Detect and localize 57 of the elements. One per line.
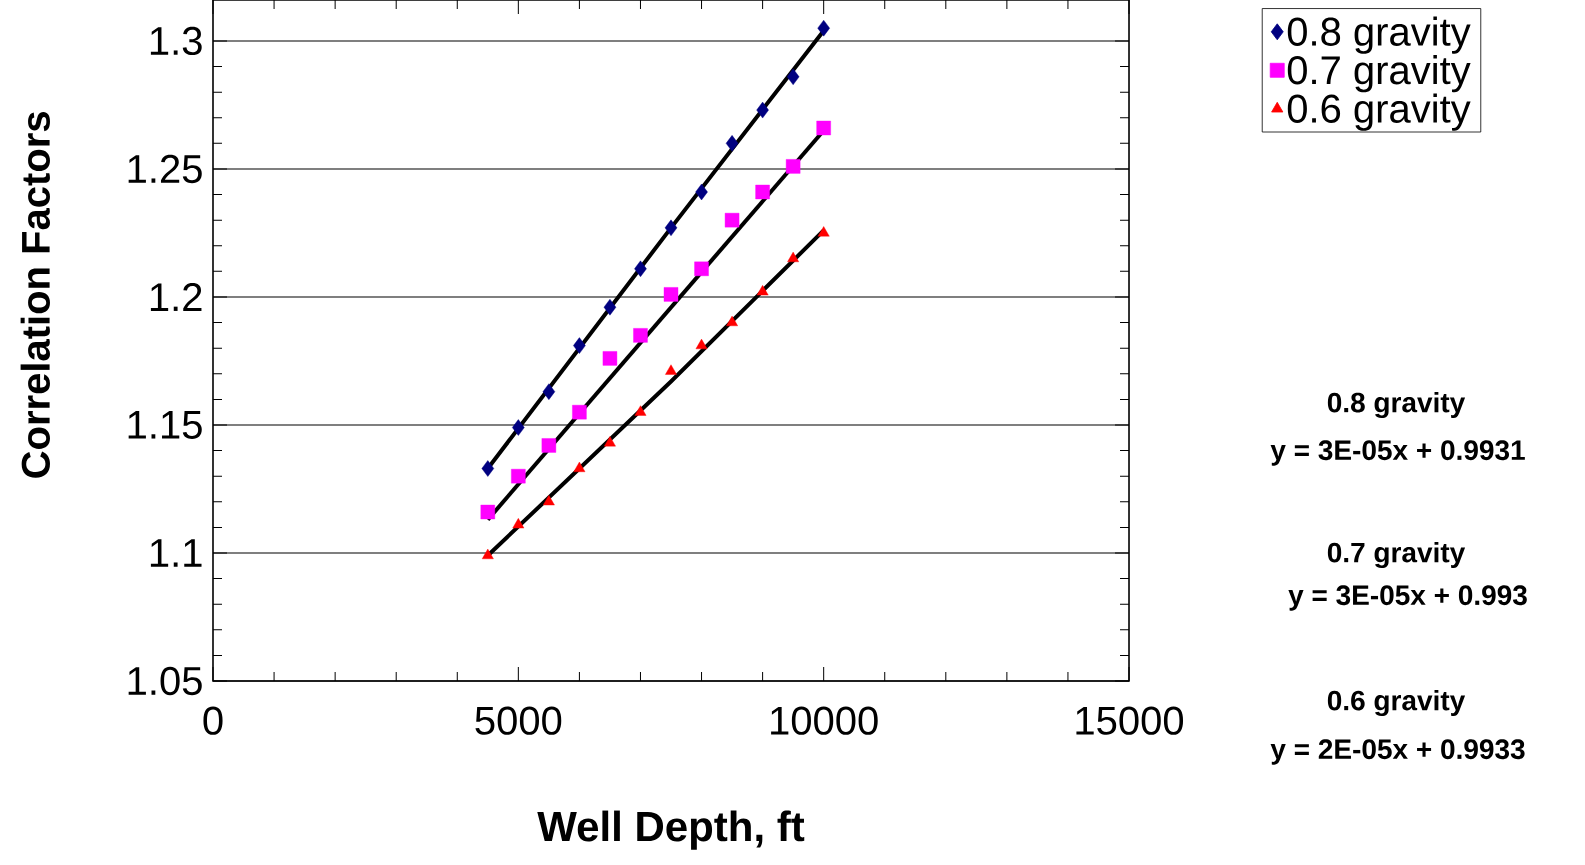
x-tick-label: 15000: [1076, 706, 1184, 735]
point: [725, 135, 739, 152]
point: [726, 315, 738, 327]
point: [786, 68, 800, 85]
point: [695, 338, 708, 350]
point: [481, 460, 494, 477]
y-tick-label: 1.1: [150, 539, 202, 567]
y-tick-label: 1.05: [128, 666, 202, 696]
point: [603, 299, 617, 316]
point: [573, 337, 586, 354]
point: [634, 405, 647, 416]
y-tick-label: 1.15: [128, 411, 202, 439]
point: [572, 404, 587, 420]
point: [755, 184, 770, 200]
point: [787, 251, 799, 263]
text: y = 3E-05x + 0.9931: [1270, 440, 1525, 466]
point: [816, 120, 831, 136]
point: [511, 468, 526, 484]
legend-label: 0.8 gravity: [1287, 16, 1471, 54]
text: y = 2E-05x + 0.9933: [1270, 739, 1525, 765]
point: [817, 226, 830, 237]
point: [663, 287, 679, 302]
point: [634, 260, 647, 278]
point: [604, 436, 616, 447]
text: 0.6 gravity: [1327, 689, 1466, 717]
point: [633, 328, 648, 343]
point: [756, 101, 769, 119]
point: [573, 461, 586, 472]
text: 0.7 gravity: [1327, 541, 1466, 569]
point: [543, 495, 555, 506]
text: y = 3E-05x + 0.993: [1288, 585, 1527, 611]
point: [694, 261, 709, 277]
point: [785, 159, 801, 174]
point: [817, 19, 830, 37]
x-tick-label: 5000: [475, 706, 562, 735]
x-tick-label: 10000: [771, 706, 878, 735]
point: [724, 212, 740, 228]
x-tick-label: 0: [203, 706, 223, 735]
point: [664, 219, 678, 237]
point: [512, 419, 525, 436]
y-tick-label: 1.25: [128, 154, 202, 184]
x-axis-title: Well Depth, ft: [537, 810, 805, 850]
point: [512, 518, 525, 529]
point: [481, 548, 494, 559]
point: [695, 183, 708, 201]
point: [480, 504, 495, 520]
point: [756, 285, 769, 296]
y-tick-label: 1.2: [150, 283, 202, 311]
point: [665, 364, 677, 375]
y-axis-title: Correlation Factors: [20, 112, 50, 478]
text: 0.8 gravity: [1327, 391, 1466, 419]
point: [602, 351, 618, 366]
legend-label: 0.7 gravity: [1287, 55, 1471, 93]
point: [541, 438, 557, 453]
legend-label: 0.6 gravity: [1287, 93, 1471, 131]
point: [542, 383, 556, 400]
y-tick-label: 1.3: [150, 26, 202, 56]
